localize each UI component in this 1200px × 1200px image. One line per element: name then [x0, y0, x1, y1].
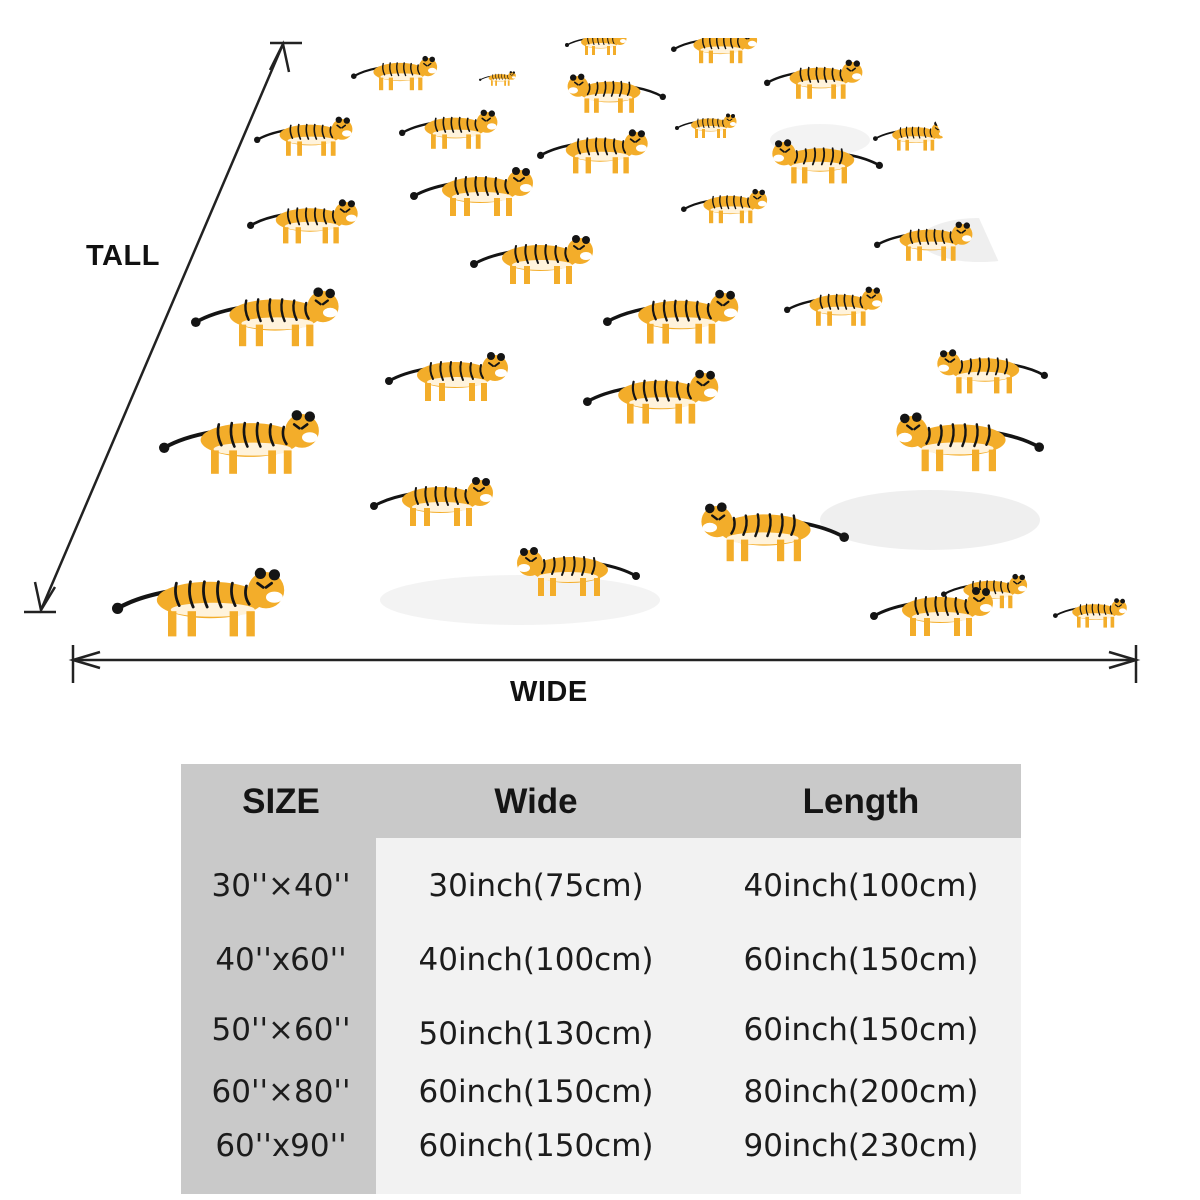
wide-label: WIDE — [510, 676, 588, 708]
row-length: 60inch(150cm) — [743, 1012, 979, 1048]
row-length: 40inch(100cm) — [743, 868, 979, 904]
row-wide: 30inch(75cm) — [428, 868, 644, 904]
row-wide: 50inch(130cm) — [418, 1016, 654, 1052]
table-body-background — [376, 838, 1021, 1194]
row-size: 60''x90'' — [215, 1128, 347, 1164]
table-header-background — [181, 764, 1021, 838]
header-size: SIZE — [242, 782, 320, 821]
row-size: 50''×60'' — [211, 1012, 351, 1048]
size-column-background — [181, 838, 376, 1194]
header-length: Length — [802, 782, 920, 821]
row-size: 60''×80'' — [211, 1074, 351, 1110]
size-table: SIZE Wide Length 30''×40'' 30inch(75cm) … — [181, 764, 1021, 1194]
blanket-surface — [92, 38, 1168, 638]
row-size: 40''x60'' — [215, 942, 347, 978]
tall-label: TALL — [86, 240, 160, 272]
row-size: 30''×40'' — [211, 868, 351, 904]
blanket-texture — [380, 124, 1040, 625]
wide-arrow — [68, 645, 1141, 683]
row-length: 90inch(230cm) — [743, 1128, 979, 1164]
row-wide: 40inch(100cm) — [418, 942, 654, 978]
row-length: 60inch(150cm) — [743, 942, 979, 978]
row-wide: 60inch(150cm) — [418, 1074, 654, 1110]
blanket-dimension-diagram — [24, 38, 1168, 683]
row-wide: 60inch(150cm) — [418, 1128, 654, 1164]
row-length: 80inch(200cm) — [743, 1074, 979, 1110]
header-wide: Wide — [494, 782, 578, 821]
tall-arrow — [24, 40, 302, 614]
